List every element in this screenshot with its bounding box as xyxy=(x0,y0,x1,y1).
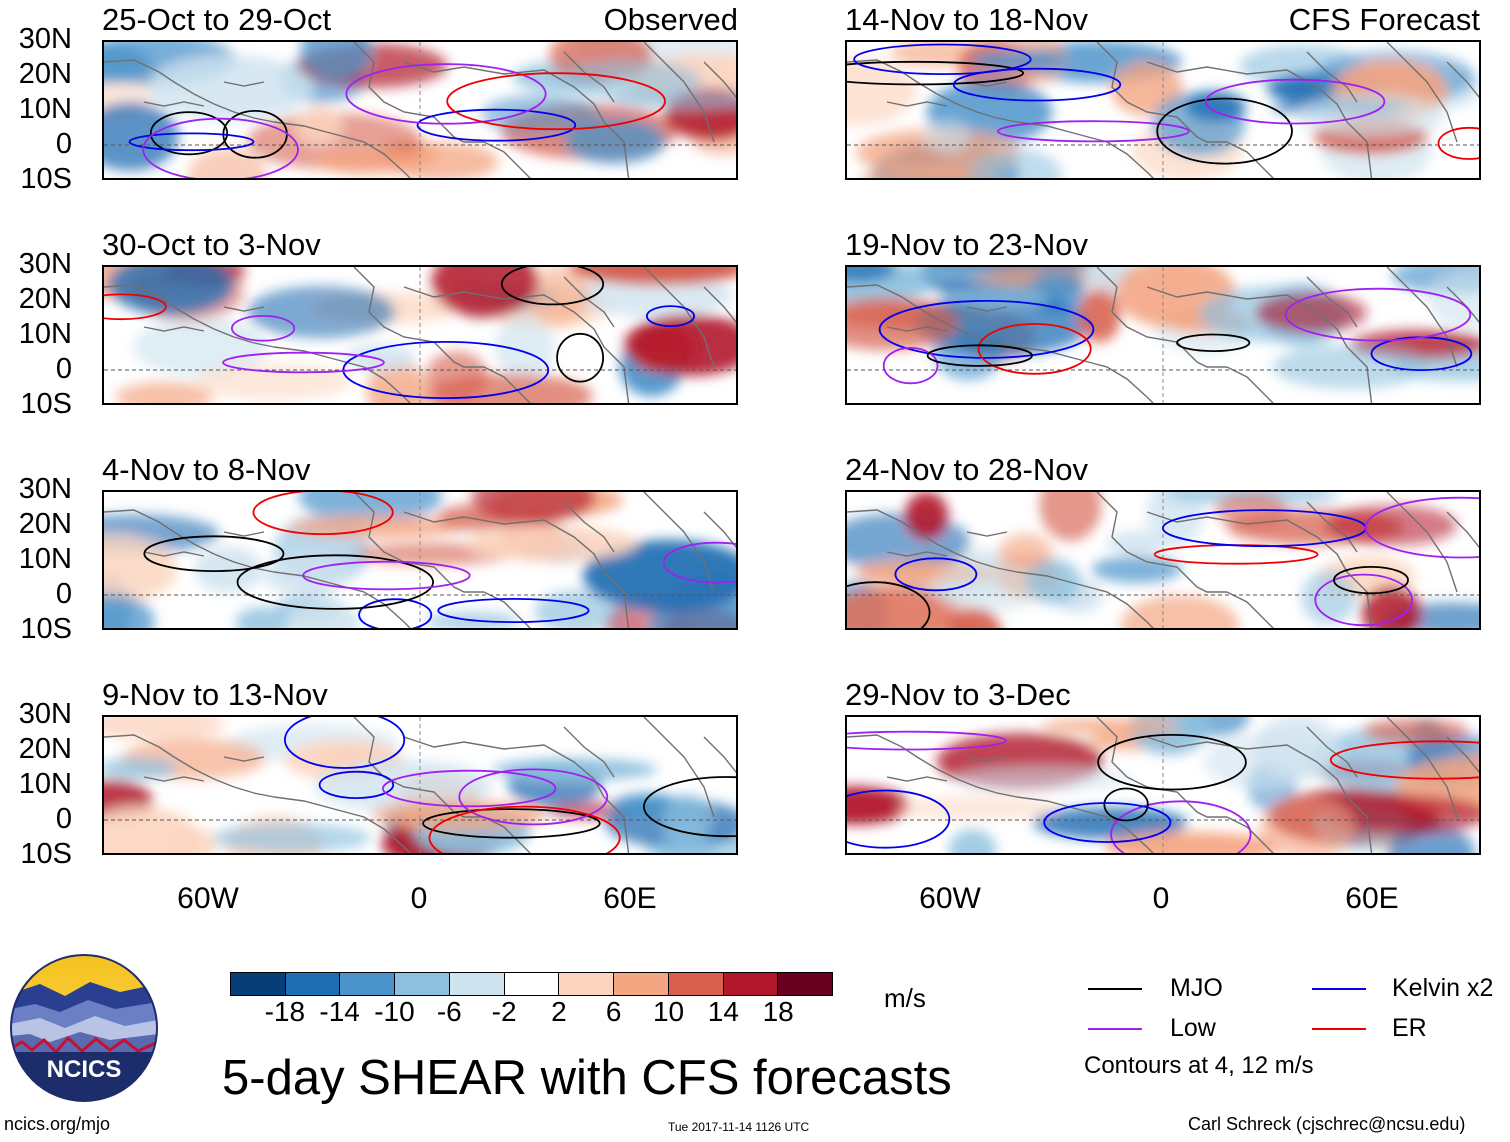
colorbar-swatch xyxy=(285,973,341,995)
footer-author: Carl Schreck (cjschrec@ncsu.edu) xyxy=(1188,1114,1466,1134)
colorbar-tick: 14 xyxy=(707,996,739,1027)
y-label: 30N xyxy=(18,473,72,505)
map-panel-7 xyxy=(845,490,1481,630)
x-label-60e-left: 60E xyxy=(603,882,657,915)
y-label: 10S xyxy=(20,838,72,870)
map-panel-8 xyxy=(845,715,1481,855)
main-title: 5-day SHEAR with CFS forecasts xyxy=(222,1051,952,1105)
y-label: 10S xyxy=(20,163,72,195)
x-label-0-left: 0 xyxy=(410,882,428,915)
map-panel-5 xyxy=(845,40,1481,180)
panel-title-2: 30-Oct to 3-Nov xyxy=(102,227,321,262)
colorbar-tick: 10 xyxy=(652,996,685,1027)
colorbar-swatch xyxy=(395,973,450,995)
colorbar-swatch xyxy=(340,973,396,995)
y-label: 0 xyxy=(55,803,72,835)
colorbar xyxy=(230,972,833,996)
colorbar-swatch xyxy=(668,973,724,995)
logo-text: NCICS xyxy=(47,1056,122,1083)
panel-title-4: 9-Nov to 13-Nov xyxy=(102,677,328,712)
y-label: 30N xyxy=(18,23,72,55)
y-label: 10N xyxy=(18,543,72,575)
map-panel-3 xyxy=(102,490,738,630)
legend-line-mjo xyxy=(1088,988,1142,990)
legend-label-er: ER xyxy=(1392,1014,1427,1042)
legend-line-er xyxy=(1312,1028,1366,1030)
legend-line-low xyxy=(1088,1028,1142,1030)
panel-title-7: 24-Nov to 28-Nov xyxy=(845,452,1088,487)
y-label: 10N xyxy=(18,768,72,800)
x-label-60w-left: 60W xyxy=(177,882,239,915)
y-label: 20N xyxy=(18,733,72,765)
y-label: 10N xyxy=(18,318,72,350)
colorbar-swatch xyxy=(449,973,505,995)
map-panel-2 xyxy=(102,265,738,405)
y-label: 10N xyxy=(18,93,72,125)
y-label: 10S xyxy=(20,388,72,420)
map-panel-6 xyxy=(845,265,1481,405)
panel-tag-observed: Observed xyxy=(603,2,738,37)
colorbar-swatch xyxy=(778,973,833,995)
colorbar-swatch xyxy=(559,973,615,995)
legend-line-kelvin xyxy=(1312,988,1366,990)
colorbar-swatch xyxy=(231,973,286,995)
colorbar-tick: 18 xyxy=(762,996,794,1027)
contour-note: Contours at 4, 12 m/s xyxy=(1084,1052,1314,1079)
colorbar-tick: -18 xyxy=(264,996,306,1027)
colorbar-tick: -10 xyxy=(374,996,415,1027)
panel-title-8: 29-Nov to 3-Dec xyxy=(845,677,1071,712)
footer-website: ncics.org/mjo xyxy=(4,1114,111,1134)
colorbar-tick: -14 xyxy=(319,996,360,1027)
panel-title-3: 4-Nov to 8-Nov xyxy=(102,452,311,487)
colorbar-swatch xyxy=(723,973,779,995)
colorbar-tick: -6 xyxy=(436,996,462,1027)
legend-label-low: Low xyxy=(1170,1014,1216,1042)
x-label-60e-right: 60E xyxy=(1345,882,1399,915)
y-label: 0 xyxy=(55,353,72,385)
x-label-0-right: 0 xyxy=(1152,882,1170,915)
legend-label-mjo: MJO xyxy=(1170,974,1223,1002)
colorbar-tick: -2 xyxy=(491,996,517,1027)
units-label: m/s xyxy=(884,983,926,1013)
colorbar-tick: 6 xyxy=(605,996,622,1027)
panel-title-1: 25-Oct to 29-Oct xyxy=(102,2,332,37)
panel-title-6: 19-Nov to 23-Nov xyxy=(845,227,1088,262)
x-label-60w-right: 60W xyxy=(919,882,981,915)
y-label: 20N xyxy=(18,508,72,540)
map-panel-1 xyxy=(102,40,738,180)
y-label: 0 xyxy=(55,578,72,610)
legend-label-kelvin: Kelvin x2 xyxy=(1392,974,1494,1002)
colorbar-swatch xyxy=(614,973,669,995)
y-label: 30N xyxy=(18,248,72,280)
y-label: 20N xyxy=(18,283,72,315)
y-label: 10S xyxy=(20,613,72,645)
colorbar-swatch xyxy=(504,973,560,995)
colorbar-tick: 2 xyxy=(551,996,567,1027)
footer-timestamp: Tue 2017-11-14 1126 UTC xyxy=(668,1120,810,1134)
y-label: 0 xyxy=(55,128,72,160)
map-panel-4 xyxy=(102,715,738,855)
panel-tag-cfs-forecast: CFS Forecast xyxy=(1288,2,1480,37)
y-label: 30N xyxy=(18,698,72,730)
ncics-logo: NCICS xyxy=(10,954,158,1102)
panel-title-5: 14-Nov to 18-Nov xyxy=(845,2,1088,37)
y-label: 20N xyxy=(18,58,72,90)
